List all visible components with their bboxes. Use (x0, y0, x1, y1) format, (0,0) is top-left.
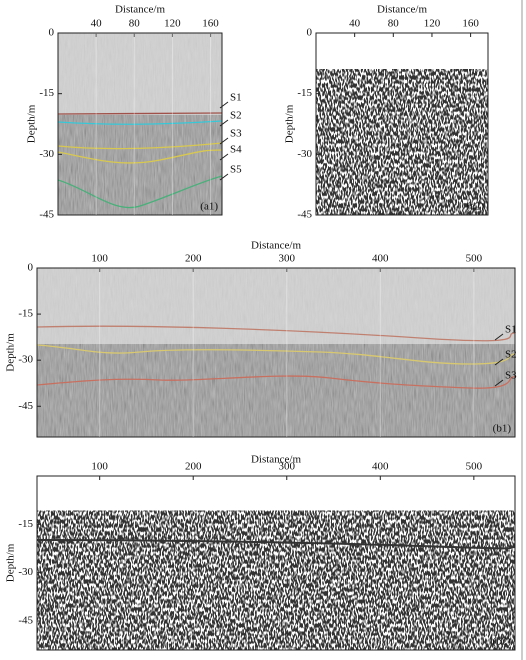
x-tick-label: 200 (185, 253, 202, 265)
reflection-dots (37, 510, 515, 650)
water-tint (58, 33, 222, 115)
x-tick-label: 120 (164, 18, 181, 30)
horizon-leader (219, 137, 229, 145)
x-tick-label: 500 (466, 253, 483, 265)
horizon-leader (494, 358, 504, 366)
horizon-line (37, 375, 515, 389)
panel-label: (b2) (493, 636, 512, 648)
horizon-leader (219, 119, 229, 127)
y-tick-label: -45 (39, 209, 54, 221)
horizon-leader (494, 333, 504, 341)
profile-image (58, 33, 222, 215)
horizon-label: S4 (230, 144, 242, 156)
y-tick-label: -45 (18, 615, 33, 627)
y-axis-title: Depth/m (5, 543, 17, 582)
y-tick-label: 0 (49, 27, 55, 39)
x-tick-label: 300 (279, 461, 296, 473)
panel-label: (a2) (466, 201, 484, 213)
x-tick-label: 40 (349, 18, 361, 30)
x-tick-label: 80 (388, 18, 400, 30)
y-tick-label: -15 (18, 518, 33, 530)
y-tick-label: -45 (18, 400, 33, 412)
water-tint (37, 268, 515, 345)
y-tick-label: -15 (18, 308, 33, 320)
y-tick-label: -30 (18, 354, 33, 366)
horizon-line (58, 175, 222, 209)
y-axis-title: Depth/m (26, 104, 38, 143)
horizon-label: S1 (505, 324, 517, 336)
horizon-line (58, 149, 222, 164)
horizon-label: S1 (230, 92, 242, 104)
x-axis-title: Distance/m (251, 454, 302, 466)
y-tick-label: 0 (307, 27, 313, 39)
x-tick-label: 200 (185, 461, 202, 473)
y-tick-label: -30 (18, 566, 33, 578)
horizon-line (58, 142, 222, 150)
horizon-line (37, 325, 515, 342)
horizon-leader (494, 379, 504, 387)
x-tick-label: 160 (202, 18, 219, 30)
y-axis-title: Depth/m (5, 333, 17, 372)
y-axis-title: Depth/m (284, 104, 296, 143)
frame (36, 267, 516, 438)
panel-label: (b1) (493, 423, 512, 435)
x-tick-label: 400 (372, 253, 389, 265)
y-tick-label: 0 (28, 262, 34, 274)
x-tick-label: 300 (279, 253, 296, 265)
horizon-line (37, 344, 515, 365)
horizon-label: S2 (505, 349, 517, 361)
x-axis-title: Distance/m (377, 4, 428, 16)
x-tick-label: 100 (91, 253, 108, 265)
horizon-label: S2 (230, 110, 242, 122)
x-tick-label: 400 (372, 461, 389, 473)
horizon-line (58, 120, 222, 125)
panel-label: (a1) (200, 201, 218, 213)
horizon-label: S3 (505, 370, 517, 382)
x-tick-label: 100 (91, 461, 108, 473)
y-tick-label: -15 (39, 87, 54, 99)
profile-image (316, 69, 488, 215)
y-tick-label: -45 (297, 209, 312, 221)
y-tick-label: -30 (297, 148, 312, 160)
horizon-leader (219, 173, 229, 181)
horizon-line (58, 112, 222, 115)
horizon-label: S3 (230, 128, 242, 140)
frame (315, 32, 489, 216)
y-tick-label: -15 (297, 87, 312, 99)
frame (36, 475, 516, 651)
profile-image (37, 268, 515, 437)
reflection-dots (316, 69, 488, 215)
horizon-leader (219, 153, 229, 161)
x-axis-title: Distance/m (251, 240, 302, 252)
x-tick-label: 40 (91, 18, 103, 30)
horizon-line (37, 539, 515, 550)
horizon-label: S5 (230, 164, 242, 176)
x-tick-label: 80 (129, 18, 141, 30)
x-tick-label: 160 (462, 18, 479, 30)
profile-image (37, 510, 515, 650)
x-tick-label: 120 (424, 18, 441, 30)
x-tick-label: 500 (466, 461, 483, 473)
y-tick-label: -30 (39, 148, 54, 160)
horizon-leader (219, 101, 229, 109)
x-axis-title: Distance/m (115, 4, 166, 16)
